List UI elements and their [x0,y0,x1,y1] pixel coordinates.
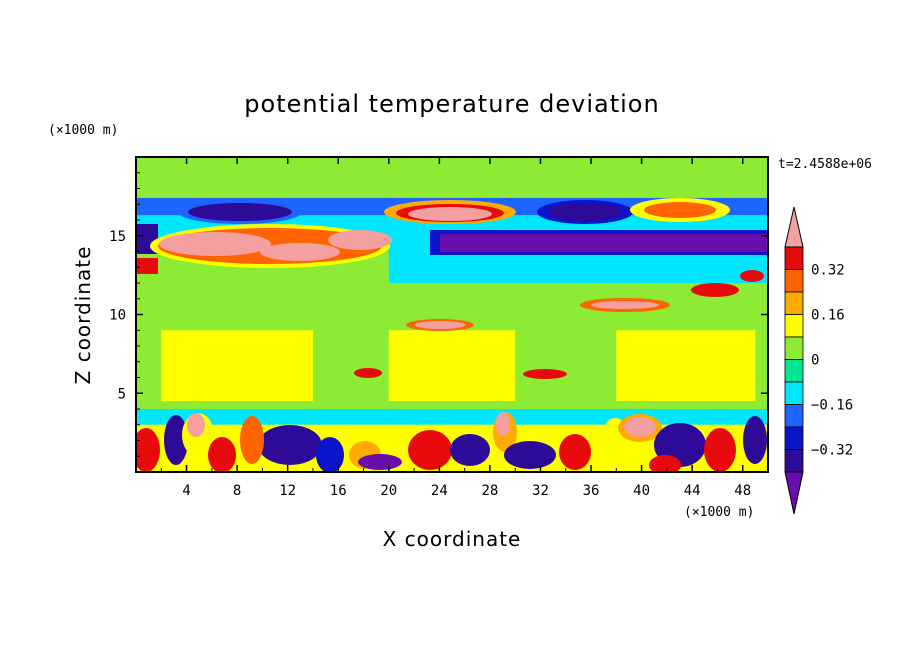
colorbar-swatch [785,270,803,293]
y-tick-label: 15 [109,229,126,245]
blob-positive-band-core-3 [328,230,392,250]
low-blob-l-core [496,412,510,436]
x-tick-label: 24 [431,483,448,499]
colorbar-swatch [785,247,803,270]
patch-positive-z6-x32 [523,369,567,379]
low-blob-c-core [187,413,205,437]
colorbar-top-arrow [785,207,803,247]
colorbar-label: 0 [811,353,819,369]
patch-positive-z10-x38-core [591,301,659,309]
field-band-5 [136,409,768,425]
patch-positive-z12-x48 [740,270,764,282]
x-tick-label: 48 [734,483,751,499]
mid-cell-1 [389,330,515,401]
low-blob-p-core [624,417,656,437]
low-blob-m [504,441,556,469]
patch-positive-z11-x45 [691,283,739,297]
patch-positive-z6-x18 [354,368,382,378]
x-tick-label: 28 [481,483,498,499]
x-tick-label: 40 [633,483,650,499]
colorbar: 0.32 0.16 0 −0.16 −0.32 [785,207,853,514]
low-blob-e [258,425,322,465]
contour-field [132,157,770,475]
x-axis-label: X coordinate [383,527,522,551]
low-blob-s [704,428,736,472]
low-blob-d [208,437,236,473]
colorbar-swatch [785,315,803,338]
colorbar-bottom-arrow [785,472,803,514]
low-blob-g [316,437,344,473]
x-tick-label: 12 [279,483,296,499]
y-tick-label: 10 [109,308,126,324]
x-tick-label: 16 [330,483,347,499]
y-axis-label: Z coordinate [71,246,95,385]
colorbar-label: −0.32 [811,443,853,459]
low-blob-n [559,434,591,470]
x-tick-label: 20 [380,483,397,499]
mid-cell-2 [616,330,755,401]
low-blob-t [743,416,767,464]
mid-cell-0 [161,330,313,401]
blob-positive-upper-mid-core [408,207,492,221]
colorbar-label: −0.16 [811,398,853,414]
blob-negative-upper-left-core [188,203,292,221]
y-tick-label: 5 [118,386,126,402]
patch-positive-z10-x24-core [414,321,466,329]
colorbar-swatch [785,292,803,315]
blob-positive-band-core-2 [260,243,340,261]
band-red-left-edge [136,258,158,274]
band-purple-right-core [440,234,770,252]
field-band-0 [136,157,768,198]
x-tick-label: 8 [233,483,241,499]
colorbar-swatch [785,360,803,383]
x-tick-label: 4 [182,483,190,499]
colorbar-label: 0.32 [811,263,845,279]
colorbar-swatch [785,427,803,450]
colorbar-swatch [785,405,803,428]
blob-positive-band-core [159,232,271,256]
colorbar-swatch [785,337,803,360]
low-blob-f [240,416,264,464]
x-units-label: (×1000 m) [684,505,754,520]
chart-title: potential temperature deviation [244,90,659,118]
x-tick-label: 36 [583,483,600,499]
y-units-label: (×1000 m) [48,123,118,138]
blob-negative-upper-right-core [549,203,621,221]
timestamp-label: t=2.4588e+06 [778,157,872,172]
colorbar-swatch [785,382,803,405]
x-tick-label: 32 [532,483,549,499]
low-blob-i [358,454,402,470]
x-tick-label: 44 [684,483,701,499]
field-band-3 [389,252,768,284]
chart: potential temperature deviation (×1000 m… [0,0,904,654]
colorbar-swatch [785,450,803,473]
low-blob-k [450,434,490,466]
low-blob-j [408,430,452,470]
colorbar-label: 0.16 [811,308,845,324]
blob-positive-upper-right-core [644,202,716,218]
